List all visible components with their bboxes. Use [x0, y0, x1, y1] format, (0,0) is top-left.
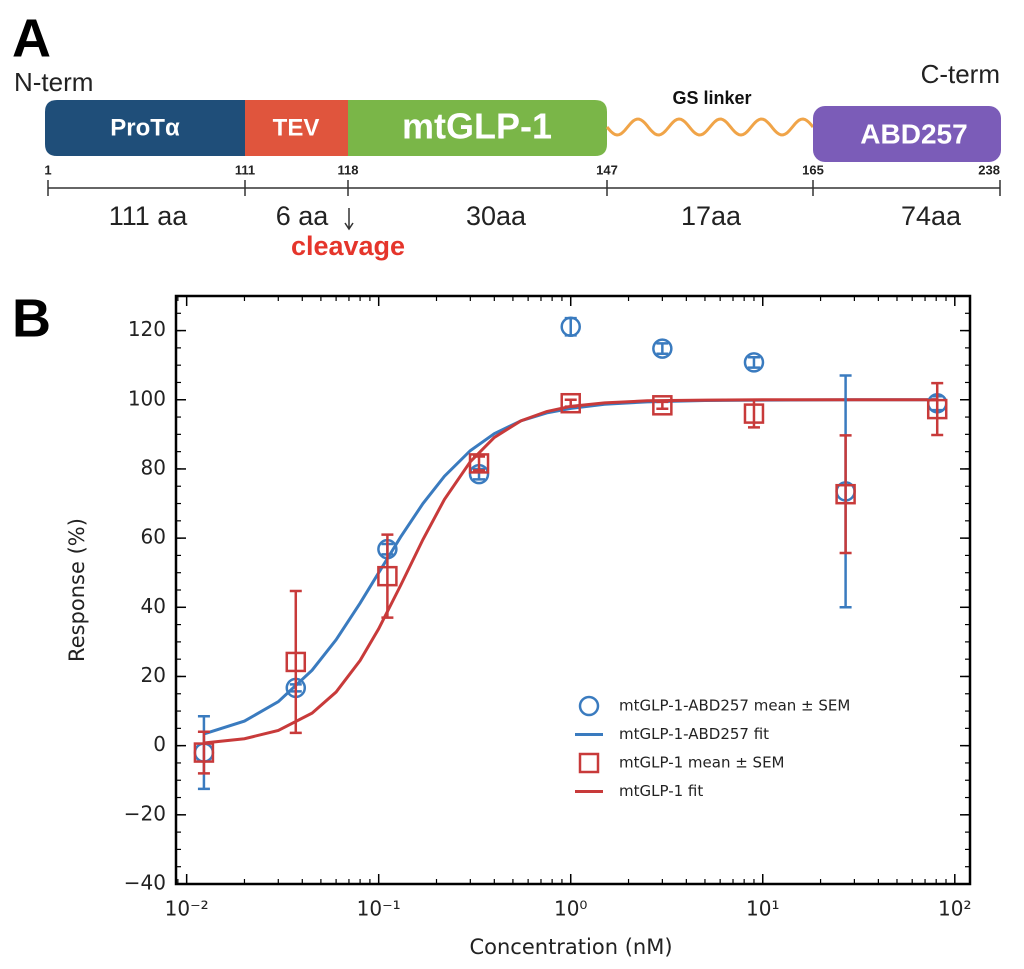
error-bar — [747, 355, 760, 369]
legend-label: mtGLP-1 mean ± SEM — [619, 754, 785, 772]
position-label: 111 — [235, 162, 255, 177]
cleavage-arrow — [344, 208, 354, 231]
panel-b: B Concentration (nM) Response (%) 10⁻² 10… — [12, 288, 972, 959]
x-tick-label: 10⁻¹ — [357, 897, 401, 921]
length-label: 30aa — [466, 201, 527, 231]
x-tick-label: 10⁻² — [165, 897, 209, 921]
linker — [605, 117, 815, 137]
plot-frame — [174, 294, 972, 886]
error-bar — [839, 434, 852, 555]
marker — [193, 742, 215, 763]
marker — [468, 453, 490, 474]
panel-label: B — [12, 288, 51, 348]
segment-label: ProTα — [110, 114, 180, 141]
y-tick-label: −40 — [124, 871, 166, 895]
legend-label: mtGLP-1 fit — [619, 782, 703, 800]
marker — [652, 395, 673, 416]
legend-label: mtGLP-1-ABD257 mean ± SEM — [619, 697, 850, 715]
x-tick-label: 10¹ — [746, 897, 779, 921]
marker — [578, 752, 600, 774]
error-bar — [656, 342, 669, 356]
x-tick-label: 10² — [938, 897, 971, 921]
marker — [743, 403, 765, 424]
y-tick-label: 60 — [141, 525, 166, 549]
position-label: 147 — [596, 162, 618, 177]
error-bar — [197, 730, 210, 775]
position-label: 165 — [802, 162, 824, 177]
segment-box — [45, 100, 245, 156]
ruler-ticks: 1 111 118 147 165 238 — [44, 162, 1001, 196]
panel-a: A N-term C-term ProTα TEV mtGLP-1 GS lin… — [12, 8, 1001, 261]
legend: mtGLP-1-ABD257 mean ± SEM mtGLP-1-ABD257 … — [575, 695, 850, 800]
error-bar — [473, 455, 486, 472]
y-tick-label: 100 — [128, 386, 166, 410]
marker — [560, 392, 581, 414]
legend-label: mtGLP-1-ABD257 fit — [619, 725, 769, 743]
x-axis-label: Concentration (nM) — [469, 935, 672, 959]
length-label: 111 aa — [109, 201, 189, 231]
segment-label: mtGLP-1 — [402, 106, 552, 147]
fit-line — [203, 398, 938, 736]
position-label: 118 — [338, 162, 359, 177]
error-bar — [289, 589, 302, 735]
fit-line — [203, 398, 938, 745]
marker — [578, 695, 600, 717]
error-bar — [931, 381, 944, 437]
y-tick-label: 80 — [141, 455, 166, 479]
error-bar — [564, 398, 577, 408]
marker — [835, 483, 856, 505]
position-label: 1 — [44, 162, 51, 177]
segment-box — [348, 100, 607, 156]
marker — [743, 352, 765, 373]
marker — [285, 651, 307, 673]
y-tick-label: 20 — [141, 663, 166, 687]
segment-label: ABD257 — [860, 118, 967, 149]
y-axis-label: Response (%) — [65, 518, 89, 662]
y-tick-label: 40 — [141, 594, 166, 618]
error-bar — [381, 533, 394, 619]
c-term-label: C-term — [921, 59, 1000, 89]
marker — [560, 316, 581, 338]
n-term-label: N-term — [14, 67, 93, 97]
y-tick-label: 120 — [128, 317, 166, 341]
segment-box — [813, 106, 1001, 162]
y-tick-label: −20 — [124, 801, 166, 825]
segment-label: GS linker — [672, 88, 751, 108]
marker — [926, 398, 948, 420]
segment-box — [245, 100, 348, 156]
panel-label: A — [12, 8, 51, 68]
cleavage-label: cleavage — [291, 231, 405, 261]
segment-label: TEV — [273, 114, 320, 141]
length-label: 17aa — [681, 201, 742, 231]
error-bar — [564, 316, 577, 337]
marker — [652, 338, 673, 359]
length-label: 6 aa — [276, 201, 330, 231]
length-label: 74aa — [901, 201, 962, 231]
y-tick-label: 0 — [153, 732, 166, 756]
position-label: 238 — [978, 162, 1000, 177]
error-bar — [656, 400, 669, 411]
marker — [377, 565, 398, 587]
x-tick-label: 10⁰ — [554, 897, 587, 921]
